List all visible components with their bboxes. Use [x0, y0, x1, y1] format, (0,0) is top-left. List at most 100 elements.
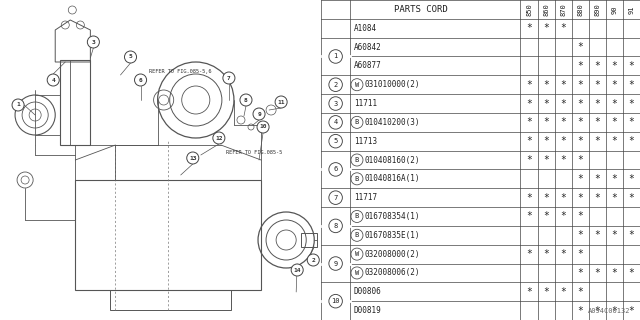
- Text: *: *: [577, 212, 583, 221]
- Text: *: *: [577, 174, 583, 184]
- Text: *: *: [577, 193, 583, 203]
- Text: *: *: [560, 287, 566, 297]
- Text: 016708354(1): 016708354(1): [364, 212, 420, 221]
- Text: *: *: [526, 80, 532, 90]
- Text: *: *: [543, 249, 549, 259]
- Text: 13: 13: [189, 156, 196, 161]
- Text: D00806: D00806: [354, 287, 381, 296]
- Text: 8: 8: [244, 98, 248, 102]
- Text: *: *: [628, 193, 634, 203]
- Text: *: *: [628, 174, 634, 184]
- Text: *: *: [577, 230, 583, 240]
- Text: B: B: [355, 232, 359, 238]
- Text: *: *: [577, 80, 583, 90]
- Text: 890: 890: [595, 3, 600, 16]
- Text: 1: 1: [16, 102, 20, 108]
- Text: 5: 5: [129, 54, 132, 60]
- Text: *: *: [595, 99, 600, 108]
- Text: *: *: [595, 268, 600, 278]
- Circle shape: [223, 72, 235, 84]
- Text: *: *: [526, 193, 532, 203]
- Text: *: *: [526, 23, 532, 33]
- Text: *: *: [560, 136, 566, 146]
- Text: 2: 2: [333, 82, 338, 88]
- Text: *: *: [611, 306, 618, 316]
- Text: 4: 4: [333, 119, 338, 125]
- Text: *: *: [543, 23, 549, 33]
- Text: 880: 880: [577, 3, 583, 16]
- Text: *: *: [526, 99, 532, 108]
- Text: 8: 8: [333, 223, 338, 229]
- Text: REFER TO FIG.085-5: REFER TO FIG.085-5: [226, 149, 282, 155]
- Circle shape: [275, 96, 287, 108]
- Text: 01040816A(1): 01040816A(1): [364, 174, 420, 183]
- Text: B: B: [355, 119, 359, 125]
- Text: 7: 7: [227, 76, 231, 81]
- Text: *: *: [560, 193, 566, 203]
- Text: *: *: [628, 136, 634, 146]
- Text: 4: 4: [51, 77, 55, 83]
- Text: *: *: [628, 61, 634, 71]
- Text: 01670835E(1): 01670835E(1): [364, 231, 420, 240]
- Text: 3: 3: [92, 39, 95, 44]
- Text: A1084: A1084: [354, 24, 377, 33]
- Text: *: *: [577, 268, 583, 278]
- Text: *: *: [526, 287, 532, 297]
- Text: *: *: [595, 117, 600, 127]
- Circle shape: [240, 94, 252, 106]
- Text: 6: 6: [333, 166, 338, 172]
- Text: 91: 91: [628, 5, 634, 14]
- Text: *: *: [543, 136, 549, 146]
- Circle shape: [253, 108, 265, 120]
- Text: 11717: 11717: [354, 193, 377, 202]
- Text: W: W: [355, 270, 359, 276]
- Circle shape: [87, 36, 99, 48]
- Circle shape: [187, 152, 199, 164]
- Text: *: *: [577, 136, 583, 146]
- Text: *: *: [560, 80, 566, 90]
- Text: 031010000(2): 031010000(2): [364, 80, 420, 89]
- Text: *: *: [560, 99, 566, 108]
- Text: *: *: [595, 306, 600, 316]
- Text: *: *: [577, 117, 583, 127]
- Circle shape: [12, 99, 24, 111]
- Text: A60842: A60842: [354, 43, 381, 52]
- Text: 9: 9: [257, 111, 261, 116]
- Circle shape: [307, 254, 319, 266]
- Text: *: *: [526, 249, 532, 259]
- Text: *: *: [595, 174, 600, 184]
- Text: *: *: [628, 80, 634, 90]
- Text: *: *: [577, 155, 583, 165]
- Text: 5: 5: [333, 138, 338, 144]
- Text: *: *: [543, 193, 549, 203]
- Circle shape: [291, 264, 303, 276]
- Text: A094C00132: A094C00132: [588, 308, 630, 314]
- Text: W: W: [355, 82, 359, 88]
- Text: 6: 6: [139, 77, 143, 83]
- Text: *: *: [611, 174, 618, 184]
- Text: *: *: [577, 42, 583, 52]
- Text: 2: 2: [312, 258, 315, 262]
- Text: 7: 7: [333, 195, 338, 201]
- Text: *: *: [611, 193, 618, 203]
- Text: B: B: [355, 213, 359, 220]
- Text: 850: 850: [526, 3, 532, 16]
- Text: 1: 1: [333, 53, 338, 60]
- Text: 10: 10: [332, 298, 340, 304]
- Text: D00819: D00819: [354, 306, 381, 315]
- Text: *: *: [560, 249, 566, 259]
- Text: A60877: A60877: [354, 61, 381, 70]
- Text: *: *: [560, 23, 566, 33]
- Text: 90: 90: [611, 5, 618, 14]
- Text: *: *: [611, 61, 618, 71]
- Text: *: *: [595, 61, 600, 71]
- Text: 11: 11: [277, 100, 285, 105]
- Text: *: *: [611, 99, 618, 108]
- Text: *: *: [577, 287, 583, 297]
- Text: 860: 860: [543, 3, 549, 16]
- Text: 3: 3: [333, 100, 338, 107]
- Text: *: *: [628, 117, 634, 127]
- Text: 11713: 11713: [354, 137, 377, 146]
- Text: 010408160(2): 010408160(2): [364, 156, 420, 164]
- Text: *: *: [611, 136, 618, 146]
